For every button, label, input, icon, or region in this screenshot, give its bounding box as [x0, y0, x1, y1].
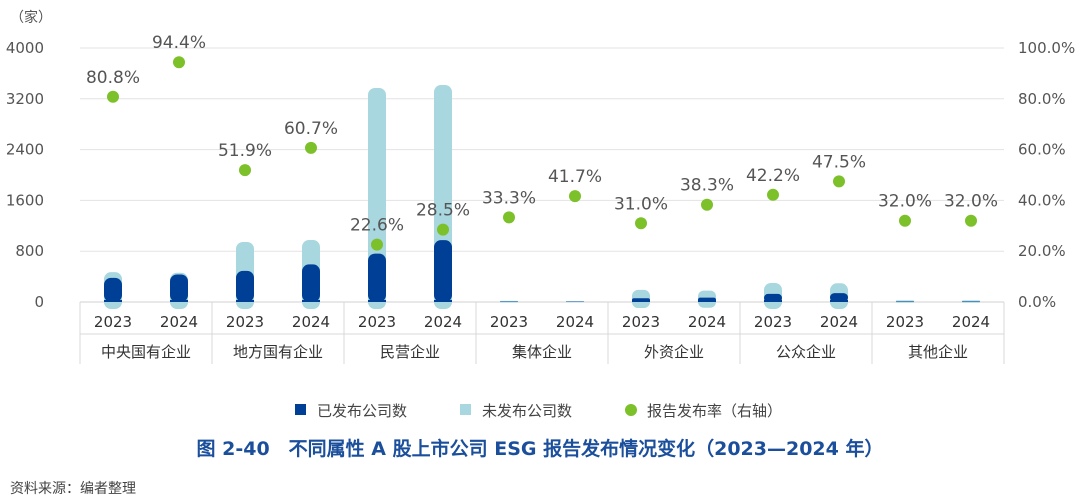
published-bar — [236, 270, 254, 302]
rate-data-label: 33.3% — [482, 188, 536, 208]
published-bar-base — [302, 300, 320, 302]
rate-data-label: 42.2% — [746, 166, 800, 186]
year-label: 2023 — [490, 313, 528, 331]
year-label: 2023 — [358, 313, 396, 331]
published-bar-base — [434, 300, 452, 302]
y2-tick-label: 20.0% — [1018, 242, 1066, 260]
published-bar — [170, 274, 188, 302]
y2-tick-label: 40.0% — [1018, 191, 1066, 209]
rate-data-label: 94.4% — [152, 33, 206, 53]
year-label: 2023 — [94, 313, 132, 331]
y2-tick-label: 0.0% — [1018, 293, 1056, 311]
group-label: 其他企业 — [908, 343, 968, 361]
y-tick-label: 1600 — [6, 191, 44, 209]
rate-data-label: 80.8% — [86, 68, 140, 88]
legend-swatch — [625, 404, 637, 416]
legend-swatch — [295, 404, 306, 415]
published-bar-base — [104, 300, 122, 302]
published-bar — [764, 293, 782, 302]
chart-svg: （家） 0 800 1600 2400 3200 4000 0.0% 20.0% 40.0% 60.… — [6, 9, 1075, 420]
rate-data-label: 41.7% — [548, 167, 602, 187]
rate-point — [371, 238, 383, 251]
legend-swatch — [460, 404, 471, 415]
group-label: 中央国有企业 — [101, 343, 191, 361]
year-label: 2024 — [160, 313, 198, 331]
rate-point — [239, 164, 251, 177]
y-tick-label: 0 — [34, 293, 44, 311]
rate-data-label: 51.9% — [218, 141, 272, 161]
rate-data-label: 60.7% — [284, 119, 338, 139]
y2-tick-label: 80.0% — [1018, 90, 1066, 108]
y-axis-unit: （家） — [10, 9, 52, 26]
rate-data-label: 32.0% — [878, 192, 932, 212]
year-label: 2023 — [622, 313, 660, 331]
rate-point — [173, 56, 185, 69]
y2-tick-label: 60.0% — [1018, 141, 1066, 159]
rate-point — [701, 198, 713, 211]
group-label: 民营企业 — [380, 343, 440, 361]
year-label: 2024 — [820, 313, 858, 331]
rate-data-label: 28.5% — [416, 201, 470, 221]
published-bar — [368, 253, 386, 302]
rate-point — [635, 217, 647, 230]
legend-label: 报告发布率（右轴） — [647, 402, 782, 420]
rate-point — [965, 214, 977, 227]
year-label: 2023 — [226, 313, 264, 331]
rate-data-label: 32.0% — [944, 192, 998, 212]
group-label: 集体企业 — [512, 343, 572, 361]
published-bar-base — [632, 300, 650, 302]
rate-point — [305, 141, 317, 154]
year-label: 2023 — [886, 313, 924, 331]
published-bar-base — [698, 300, 716, 302]
figure-title: 图 2-40 不同属性 A 股上市公司 ESG 报告发布情况变化（2023—20… — [196, 438, 884, 460]
published-bar-base — [170, 300, 188, 302]
y-tick-label: 800 — [15, 242, 44, 260]
rate-point — [437, 223, 449, 236]
y-tick-label: 2400 — [6, 141, 44, 159]
year-label: 2023 — [754, 313, 792, 331]
rate-data-label: 47.5% — [812, 152, 866, 172]
rate-data-label: 22.6% — [350, 216, 404, 236]
legend-label: 未发布公司数 — [482, 402, 572, 420]
rate-point — [833, 175, 845, 188]
year-label: 2024 — [424, 313, 462, 331]
source-note: 资料来源：编者整理 — [10, 481, 136, 497]
year-label: 2024 — [952, 313, 990, 331]
rate-point — [899, 214, 911, 227]
published-bar — [434, 240, 452, 302]
y2-tick-label: 100.0% — [1018, 39, 1075, 57]
published-bar — [302, 264, 320, 302]
published-bar-base — [830, 300, 848, 302]
rate-point — [107, 90, 119, 103]
published-bar-base — [764, 300, 782, 302]
rate-point — [503, 211, 515, 224]
rate-data-label: 38.3% — [680, 176, 734, 196]
y-tick-label: 3200 — [6, 90, 44, 108]
rate-point — [569, 190, 581, 203]
year-label: 2024 — [556, 313, 594, 331]
published-bar — [104, 277, 122, 302]
group-label: 地方国有企业 — [233, 343, 323, 361]
published-bar — [830, 293, 848, 302]
group-label: 外资企业 — [644, 343, 704, 361]
unpublished-bar — [368, 88, 386, 309]
y-tick-label: 4000 — [6, 39, 44, 57]
rate-data-label: 31.0% — [614, 194, 668, 214]
year-label: 2024 — [292, 313, 330, 331]
legend-label: 已发布公司数 — [317, 402, 407, 420]
rate-point — [767, 188, 779, 201]
published-bar-base — [368, 300, 386, 302]
published-bar-base — [236, 300, 254, 302]
group-label: 公众企业 — [776, 343, 836, 361]
year-label: 2024 — [688, 313, 726, 331]
